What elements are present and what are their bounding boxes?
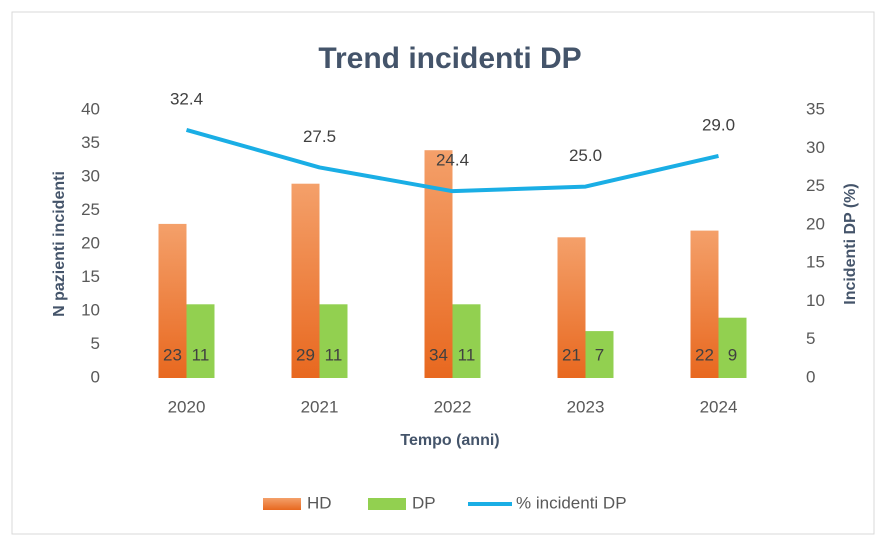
x-axis-title: Tempo (anni) — [400, 432, 499, 449]
bar — [557, 237, 586, 378]
bar — [186, 304, 215, 378]
x-tick-label: 2021 — [301, 397, 339, 416]
data-label: 11 — [458, 345, 476, 364]
data-label: 32.4 — [170, 89, 203, 108]
bar — [424, 150, 453, 378]
y-tick-label: 35 — [81, 133, 100, 152]
y2-axis-title: Incidenti DP (%) — [842, 183, 859, 305]
y-tick-label: 20 — [81, 233, 100, 252]
data-label: 27.5 — [303, 127, 336, 146]
y2-tick-label: 25 — [806, 176, 825, 195]
legend-label: % incidenti DP — [516, 493, 627, 512]
bar — [319, 304, 348, 378]
y-tick-label: 30 — [81, 166, 100, 185]
data-label: 23 — [163, 345, 182, 364]
y2-tick-label: 20 — [806, 214, 825, 233]
y-axis-title: N pazienti incidenti — [51, 171, 68, 317]
line — [185, 127, 719, 194]
data-label: 29 — [296, 345, 315, 364]
data-label: 25.0 — [569, 146, 602, 165]
data-label: 24.4 — [436, 151, 469, 170]
y2-tick-label: 35 — [806, 99, 825, 118]
legend-label: HD — [307, 493, 332, 512]
y-tick-label: 25 — [81, 200, 100, 219]
y-tick-label: 40 — [81, 99, 100, 118]
y-tick-label: 0 — [91, 367, 100, 386]
bar — [690, 230, 719, 378]
data-label: 7 — [595, 345, 604, 364]
bar — [158, 223, 187, 378]
y2-tick-label: 0 — [806, 367, 815, 386]
chart-title: Trend incidenti DP — [318, 42, 581, 75]
y-tick-label: 10 — [81, 300, 100, 319]
data-label: 9 — [728, 345, 737, 364]
data-label: 34 — [429, 345, 448, 364]
data-label: 22 — [695, 345, 714, 364]
x-tick-label: 2020 — [168, 397, 206, 416]
legend-swatch — [368, 498, 406, 510]
x-tick-label: 2023 — [567, 397, 605, 416]
legend-swatch — [263, 498, 301, 510]
bar — [718, 317, 747, 378]
x-tick-label: 2022 — [434, 397, 472, 416]
bar — [291, 183, 320, 378]
y2-tick-label: 30 — [806, 138, 825, 157]
bar — [585, 331, 614, 378]
y2-tick-label: 15 — [806, 253, 825, 272]
y2-tick-label: 10 — [806, 291, 825, 310]
data-label: 11 — [192, 345, 210, 364]
data-label: 29.0 — [702, 115, 735, 134]
y-tick-label: 15 — [81, 267, 100, 286]
bar — [452, 304, 481, 378]
legend-label: DP — [412, 493, 436, 512]
y-tick-label: 5 — [91, 334, 100, 353]
data-label: 11 — [325, 345, 343, 364]
y2-tick-label: 5 — [806, 329, 815, 348]
data-label: 21 — [562, 345, 581, 364]
x-tick-label: 2024 — [700, 397, 738, 416]
